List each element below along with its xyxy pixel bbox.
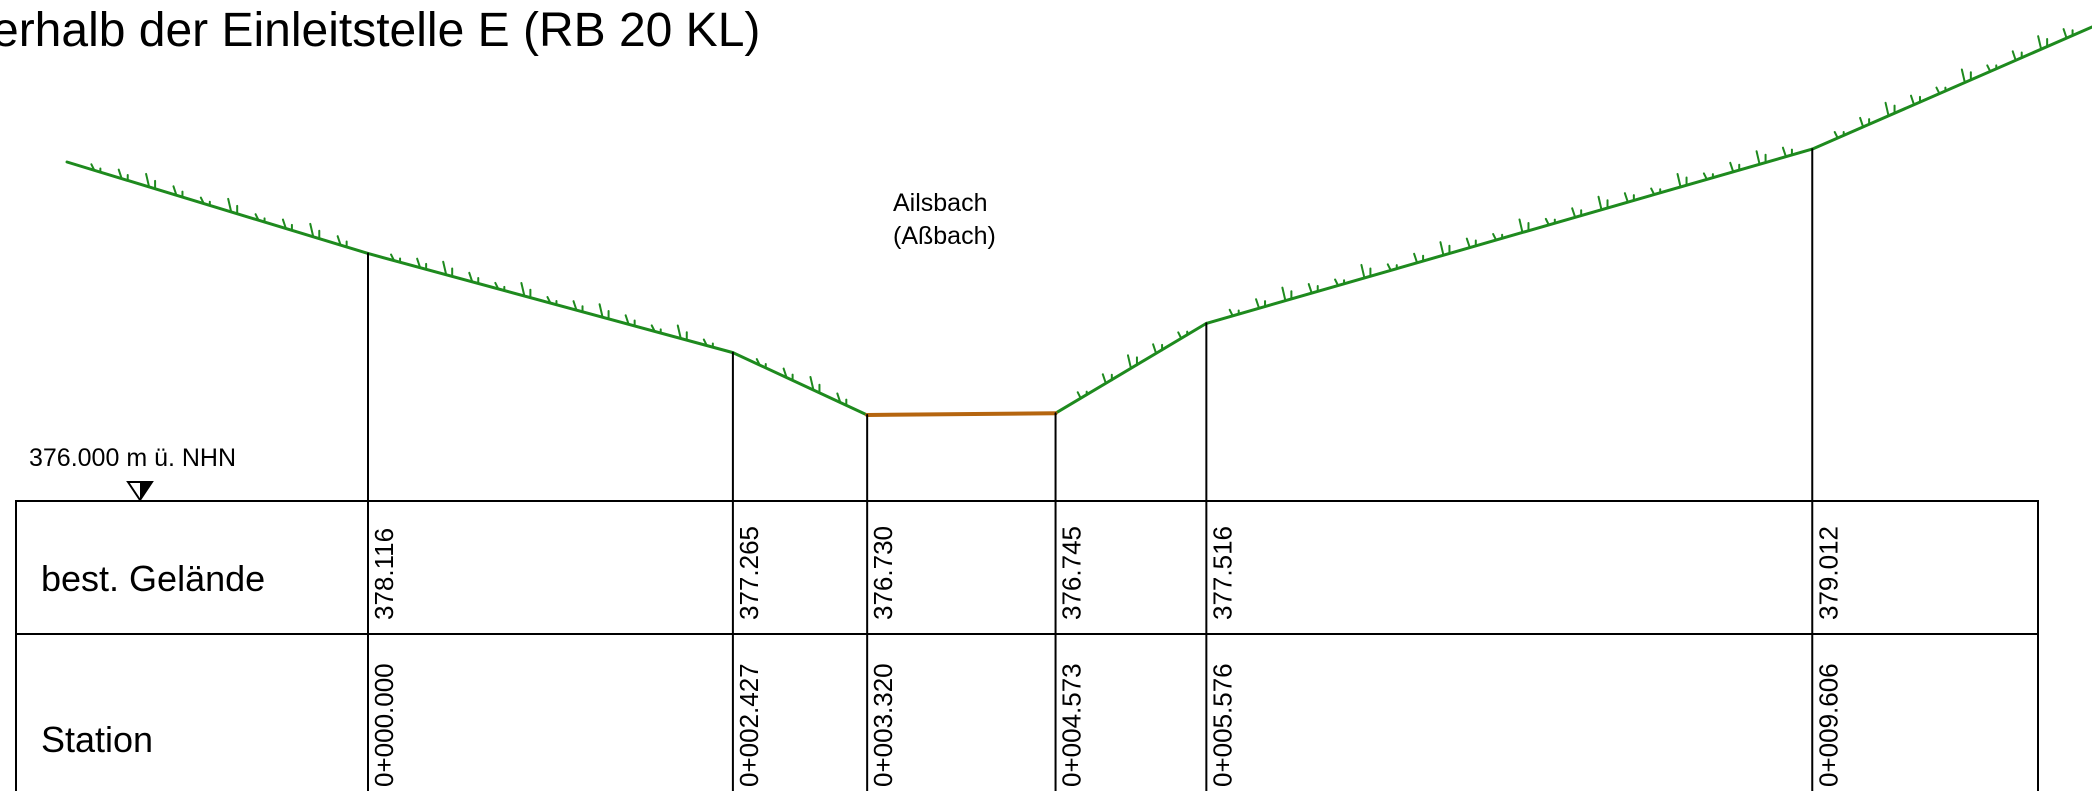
station-row-label: Station [41,719,153,760]
terrain-layer [65,25,2092,417]
station-value: 0+002.427 [734,663,764,787]
station-value: 0+004.573 [1057,663,1087,787]
table-values: 378.116 0+000.000 377.265 0+002.427 376.730 0… [369,526,1843,787]
terrain-segment-right [1810,25,2092,151]
water-surface-line [865,411,1058,417]
reference-level-marker-icon [126,481,154,502]
elevation-value: 379.012 [1813,526,1843,620]
elevation-value: 376.730 [868,526,898,620]
terrain-row-label: best. Gelände [41,558,265,599]
station-stake-lines [367,148,1814,791]
water-label-line2: (Aßbach) [893,222,996,250]
water-layer [865,411,1058,417]
drawing-title: erhalb der Einleitstelle E (RB 20 KL) [0,4,760,57]
elevation-value: 378.116 [369,528,399,620]
elevation-value: 377.265 [734,526,764,620]
water-label-line1: Ailsbach [893,189,988,217]
reference-level-label: 376.000 m ü. NHN [29,444,236,472]
elevation-value: 376.745 [1057,526,1087,620]
station-value: 0+003.320 [868,663,898,787]
terrain-segment-left [65,160,370,255]
data-table: best. Gelände Station [15,500,2039,791]
station-value: 0+005.576 [1207,663,1237,787]
elevation-value: 377.516 [1207,526,1237,620]
terrain-segment-5 [1204,147,1814,325]
terrain-segment-2 [731,351,869,417]
station-value: 0+009.606 [1813,663,1843,787]
station-value: 0+000.000 [369,663,399,787]
